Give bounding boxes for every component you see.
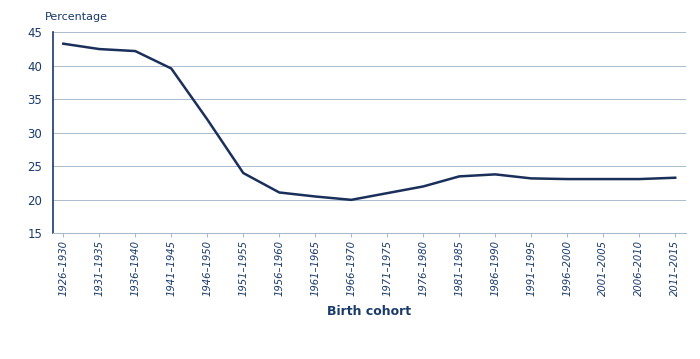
- Text: Percentage: Percentage: [46, 12, 108, 22]
- X-axis label: Birth cohort: Birth cohort: [327, 305, 412, 318]
